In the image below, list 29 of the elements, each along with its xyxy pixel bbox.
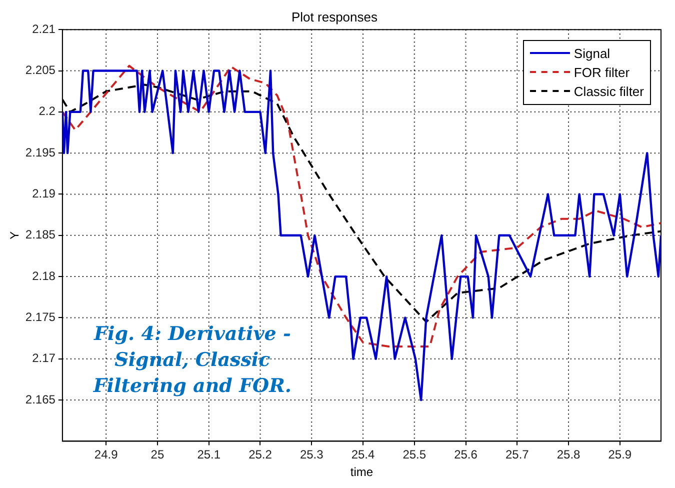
x-tick-label: 25 [150, 448, 164, 462]
y-tick-label: 2.185 [25, 228, 56, 242]
legend-label: FOR filter [574, 64, 630, 82]
x-tick-label: 25.5 [402, 448, 426, 462]
y-tick-label: 2.18 [32, 268, 56, 283]
x-tick-label: 24.9 [94, 448, 118, 462]
chart-title: Plot responses [292, 9, 378, 24]
x-tick-label: 25.4 [351, 448, 375, 462]
x-tick-label: 25.8 [556, 448, 581, 462]
legend-label: Signal [574, 44, 610, 63]
x-tick-label: 25.9 [608, 448, 632, 462]
y-axis-title: Y [8, 231, 22, 240]
x-tick-label: 25.1 [197, 448, 221, 462]
line-series [62, 64, 661, 348]
x-tick-label: 25.2 [248, 448, 272, 462]
y-tick-label: 2.165 [25, 392, 56, 406]
x-tick-label: 25.6 [454, 448, 478, 462]
y-tick-label: 2.21 [32, 22, 56, 36]
y-tick-label: 2.195 [25, 145, 56, 160]
x-axis-title: time [350, 465, 374, 480]
y-tick-label: 2.205 [25, 63, 56, 78]
annotation: Fig. 4: Derivative - Signal, Classic Filtering and FOR. [92, 322, 293, 400]
y-tick-label: 2.17 [32, 351, 56, 366]
y-tick-label: 2.19 [32, 186, 56, 201]
x-tick-label: 25.3 [300, 448, 324, 462]
legend-label: Classic filter [574, 82, 644, 101]
y-tick-label: 2.2 [38, 104, 56, 118]
y-tick-label: 2.175 [25, 310, 56, 324]
x-tick-label: 25.7 [505, 448, 530, 462]
